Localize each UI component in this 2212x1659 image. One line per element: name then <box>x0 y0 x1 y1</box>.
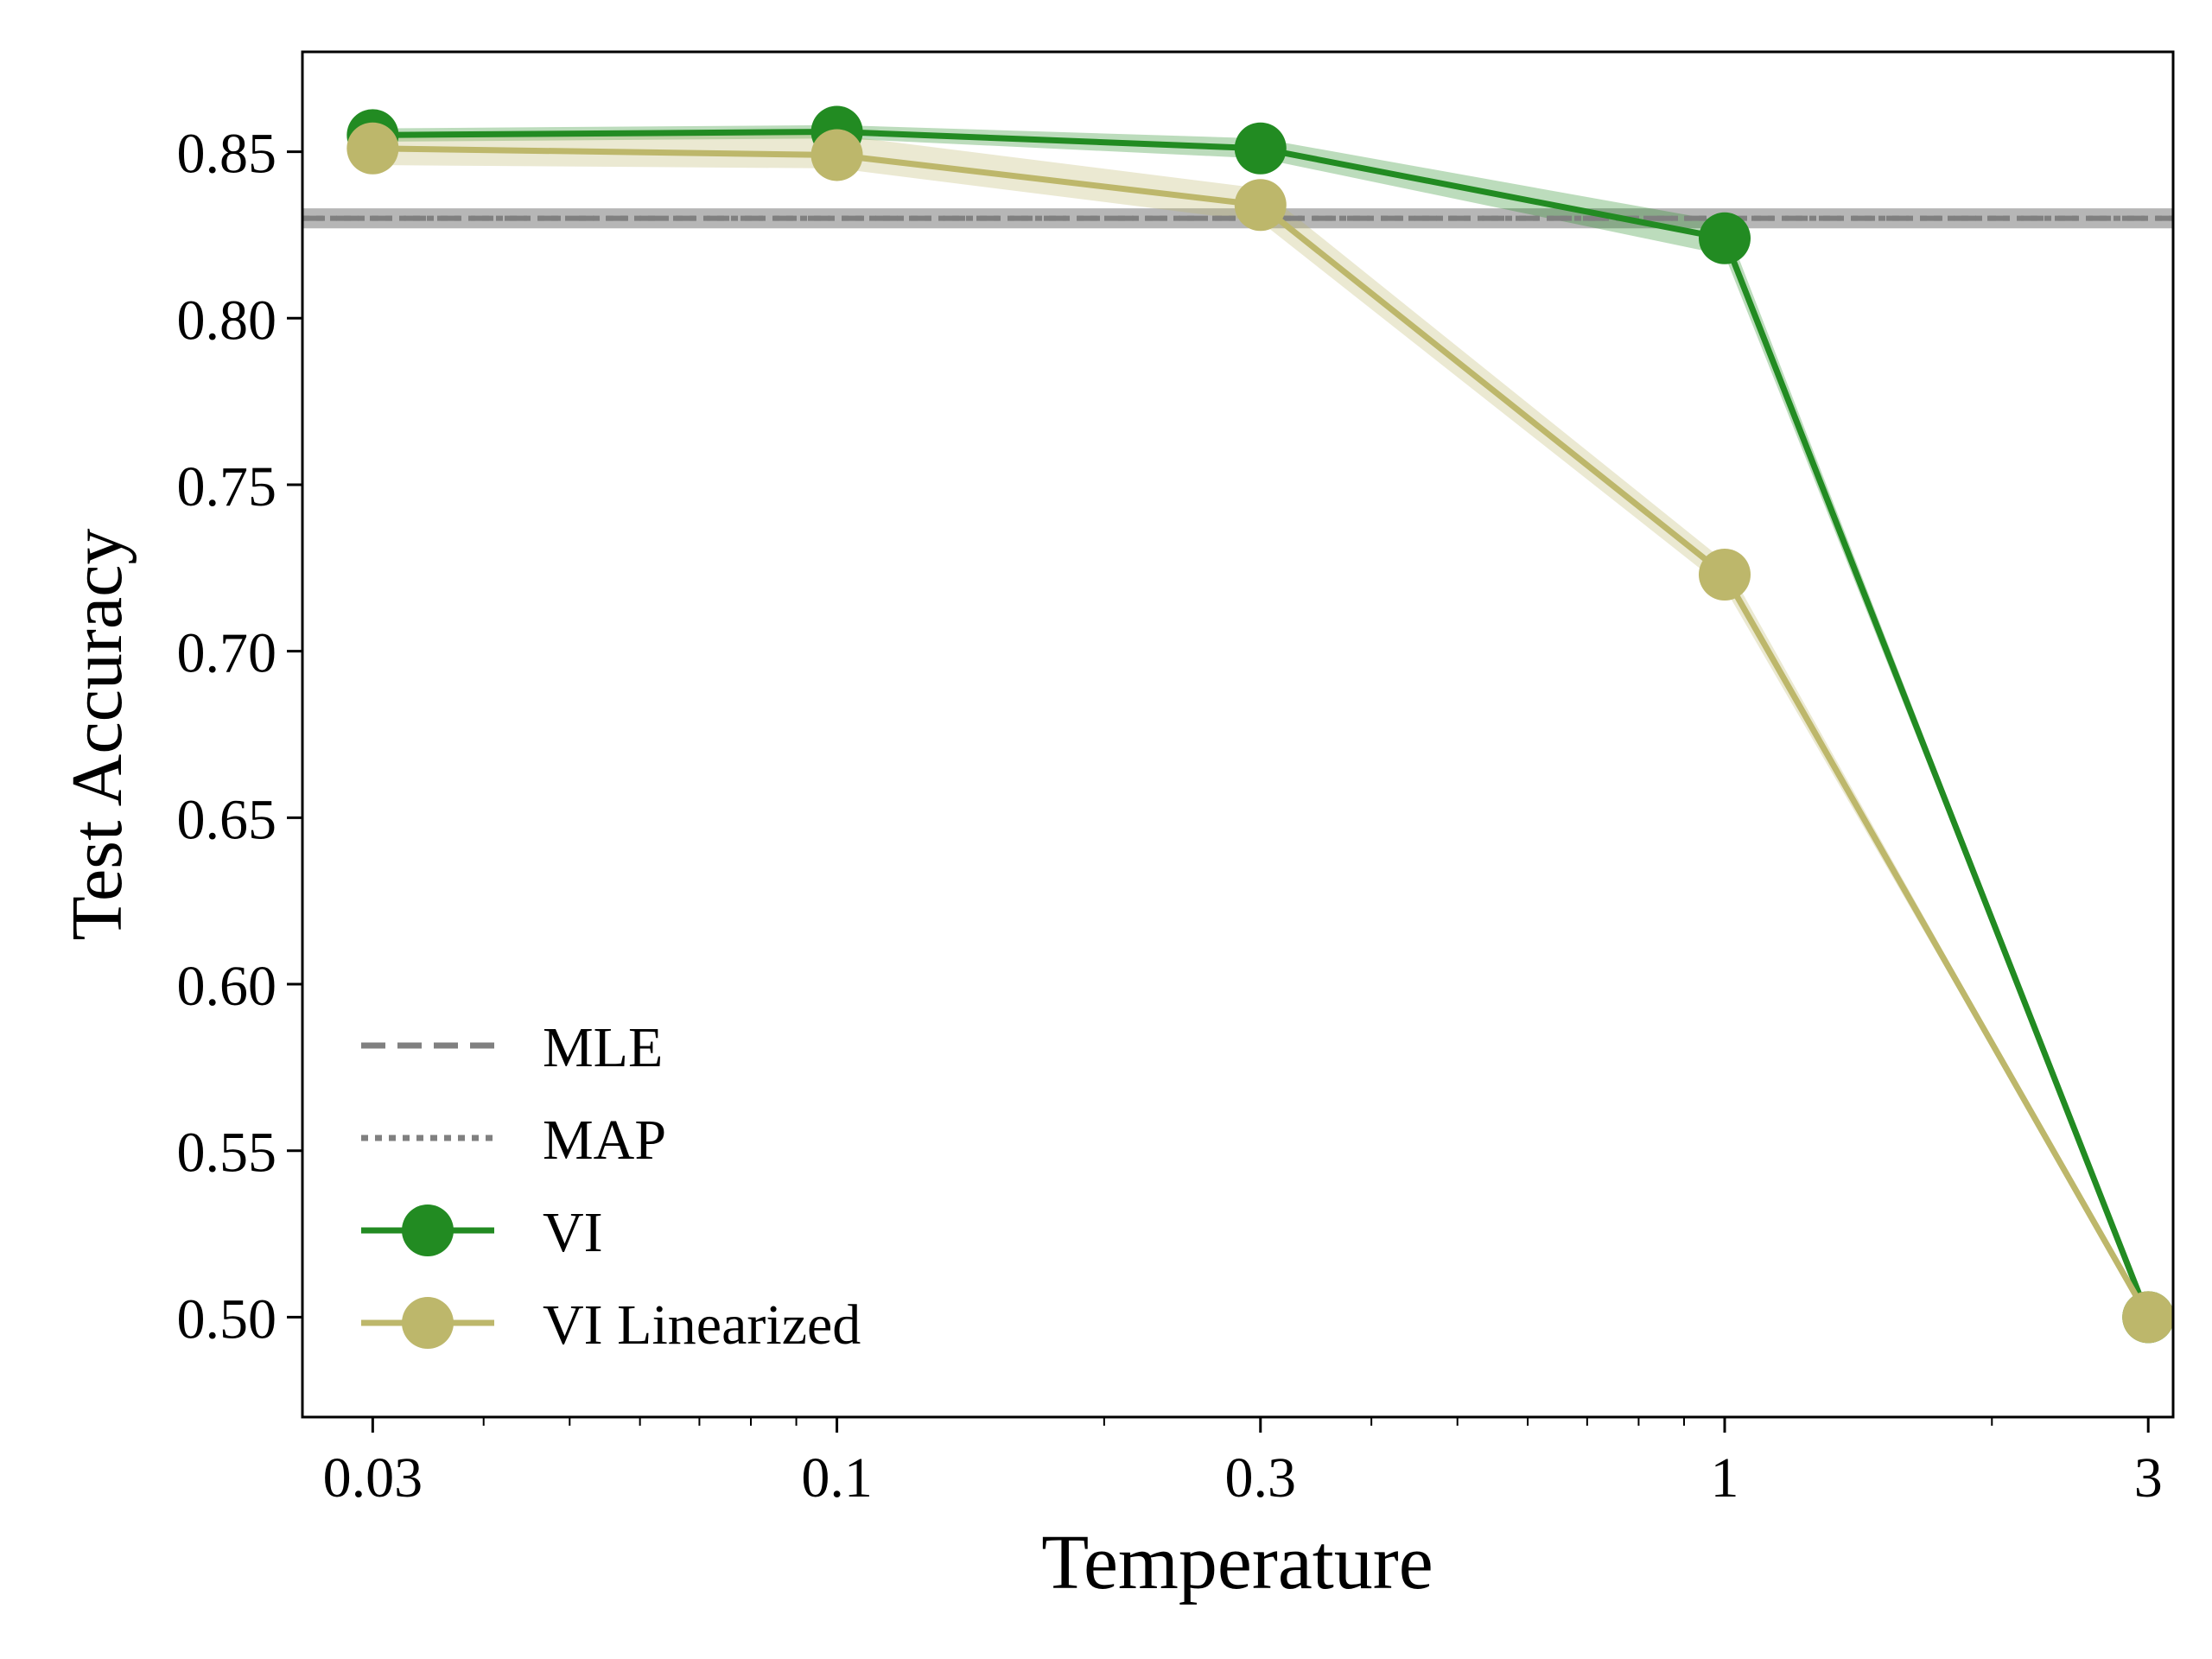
legend-label-vi: VI <box>543 1201 603 1264</box>
point-vi-linearized <box>346 122 399 175</box>
y-axis: 0.50 0.55 0.60 0.65 0.70 0.75 0.80 0.85 <box>177 123 302 1351</box>
y-tick-label: 0.75 <box>177 455 277 518</box>
legend: MLE MAP VI VI Linearized <box>361 1016 861 1357</box>
y-tick-label: 0.55 <box>177 1122 277 1185</box>
plot-frame <box>301 50 2175 1419</box>
point-vi-linearized <box>2122 1291 2175 1344</box>
series-layer <box>346 105 2175 1344</box>
x-axis-label: Temperature <box>1041 1520 1433 1605</box>
y-tick-label: 0.50 <box>177 1287 277 1351</box>
point-vi <box>1698 212 1751 264</box>
x-tick-label: 0.1 <box>801 1446 873 1510</box>
x-tick-label: 0.03 <box>323 1446 423 1510</box>
x-tick-label: 3 <box>2134 1446 2163 1510</box>
y-tick-label: 0.65 <box>177 788 277 851</box>
legend-label-map: MAP <box>543 1109 666 1172</box>
x-tick-label: 1 <box>1710 1446 1738 1510</box>
point-vi-linearized <box>1234 179 1287 232</box>
x-tick-label: 0.3 <box>1225 1446 1297 1510</box>
y-tick-label: 0.80 <box>177 289 277 352</box>
point-vi-linearized <box>810 129 863 181</box>
point-vi-linearized <box>1698 549 1751 601</box>
legend-marker-vi-linearized <box>402 1297 454 1349</box>
legend-marker-vi <box>402 1205 454 1256</box>
legend-label-mle: MLE <box>543 1016 663 1079</box>
point-vi <box>1234 122 1287 175</box>
y-axis-label: Test Accuracy <box>57 529 137 941</box>
legend-label-vi-linearized: VI Linearized <box>543 1294 861 1357</box>
x-axis: 0.03 0.1 0.3 1 3 <box>323 1417 2163 1510</box>
y-tick-label: 0.60 <box>177 955 277 1018</box>
y-tick-label: 0.85 <box>177 123 277 186</box>
y-tick-label: 0.70 <box>177 622 277 685</box>
